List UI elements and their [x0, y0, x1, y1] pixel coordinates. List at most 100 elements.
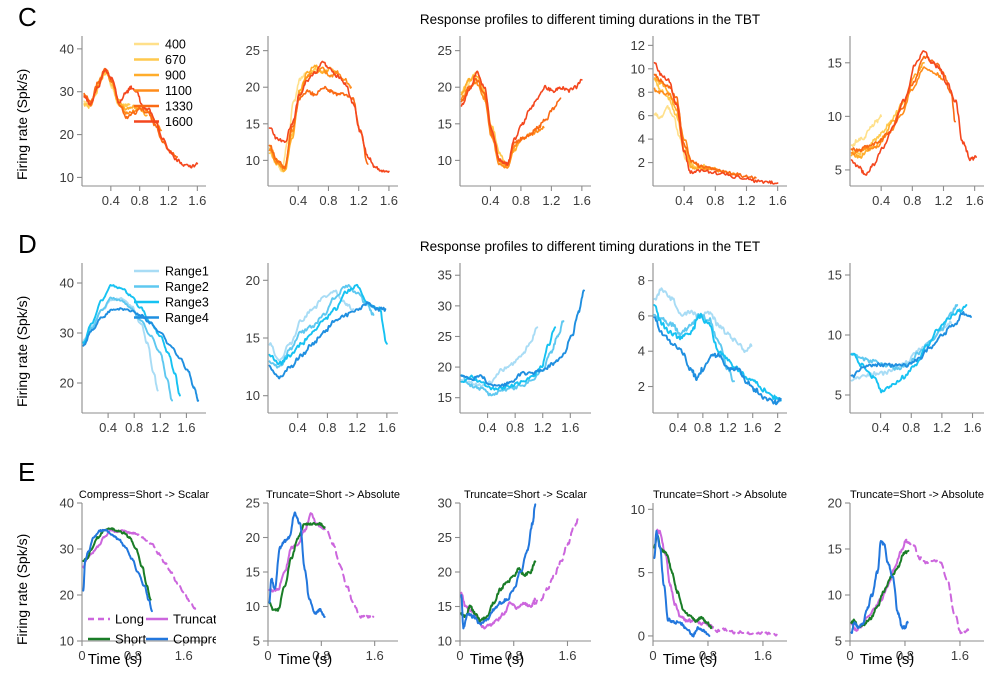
svg-text:30: 30 — [438, 496, 452, 511]
panel-D3[interactable]: 15 20 25 30 35 0.4 0.8 1.2 1.6 — [420, 253, 601, 443]
svg-text:0.8: 0.8 — [512, 193, 530, 208]
svg-text:0: 0 — [649, 648, 656, 663]
series-range4 — [460, 289, 586, 388]
series-900 — [850, 61, 925, 159]
svg-text:20: 20 — [60, 588, 74, 603]
svg-text:25: 25 — [246, 43, 260, 58]
panel-E2[interactable]: 5 10 15 20 25 0 0.8 1.6 Truncate=Short -> Absolu… — [228, 485, 408, 671]
panel-D2[interactable]: 10 15 20 0.4 0.8 1.2 1.6 — [228, 253, 408, 443]
series-1330 — [653, 73, 757, 180]
plot-D5: 5 10 15 0.4 0.8 1.2 1.6 — [828, 263, 984, 435]
svg-text:0.8: 0.8 — [125, 420, 143, 435]
svg-text:15: 15 — [438, 599, 452, 614]
panel-D1[interactable]: 20 30 40 0.4 0.8 1.2 1.6 Range1 Range2 Range3 Rang… — [38, 253, 216, 443]
svg-text:0.8: 0.8 — [903, 193, 921, 208]
svg-text:1.6: 1.6 — [754, 648, 772, 663]
svg-text:15: 15 — [828, 542, 842, 557]
svg-text:0.8: 0.8 — [706, 193, 724, 208]
series-range3 — [850, 304, 968, 394]
plot-C5: 5 10 15 0.4 0.8 1.2 1.6 — [828, 36, 984, 208]
plot-E4: 0 5 10 0 0.8 1.6 Truncate=Short -> Absolute — [631, 489, 788, 663]
panel-D5[interactable]: 5 10 15 0.4 0.8 1.2 1.6 — [810, 253, 994, 443]
series-400 — [850, 114, 882, 148]
series-1100 — [460, 81, 545, 169]
svg-text:10: 10 — [246, 599, 260, 614]
svg-text:5: 5 — [253, 634, 260, 649]
svg-text:15: 15 — [828, 55, 842, 70]
y-axis-label-D: Firing rate (Spk/s) — [14, 295, 30, 407]
svg-text:25: 25 — [246, 496, 260, 511]
panel-C3[interactable]: 10 15 20 25 0.4 0.8 1.2 1.6 — [420, 26, 601, 216]
series-long — [708, 624, 778, 637]
svg-text:0: 0 — [456, 648, 463, 663]
series-long — [319, 525, 375, 619]
svg-text:1.6: 1.6 — [175, 648, 193, 663]
svg-text:30: 30 — [60, 542, 74, 557]
svg-text:0.8: 0.8 — [506, 420, 524, 435]
series-compress — [653, 529, 711, 638]
svg-text:1.6: 1.6 — [366, 648, 384, 663]
series-1330 — [850, 55, 956, 153]
svg-text:40: 40 — [60, 276, 74, 291]
legend-label: Range4 — [165, 311, 209, 325]
svg-text:20: 20 — [60, 127, 74, 142]
svg-text:8: 8 — [638, 85, 645, 100]
legend-label: Short — [115, 632, 146, 647]
svg-text:10: 10 — [60, 634, 74, 649]
series-range1 — [268, 289, 355, 362]
svg-text:1.6: 1.6 — [561, 420, 579, 435]
series-range4 — [850, 310, 972, 379]
legend-label: Long — [115, 612, 144, 627]
plot-C3: 10 15 20 25 0.4 0.8 1.2 1.6 — [438, 36, 591, 208]
legend[interactable]: Long Short Truncate Compress — [88, 612, 216, 647]
svg-text:2: 2 — [774, 420, 781, 435]
figure-row-C: C Response profiles to different timing … — [0, 0, 1003, 227]
svg-text:0.8: 0.8 — [131, 193, 149, 208]
svg-text:1.6: 1.6 — [966, 193, 984, 208]
svg-text:0.4: 0.4 — [99, 420, 117, 435]
svg-text:2: 2 — [638, 379, 645, 394]
figure-row-D: D Response profiles to different timing … — [0, 227, 1003, 455]
svg-text:30: 30 — [438, 298, 452, 313]
svg-text:25: 25 — [438, 329, 452, 344]
svg-text:5: 5 — [638, 565, 645, 580]
svg-text:1.2: 1.2 — [737, 193, 755, 208]
svg-text:0.4: 0.4 — [481, 193, 499, 208]
legend-label: 1330 — [165, 100, 193, 114]
row-label-C: C — [18, 2, 37, 32]
series-truncate — [850, 538, 908, 632]
panel-E4[interactable]: 0 5 10 0 0.8 1.6 Truncate=Short -> Absolute — [613, 485, 797, 671]
panel-E3[interactable]: 10 15 20 25 30 0 0.8 1.6 Truncate=Short -> Scala… — [420, 485, 601, 671]
panel-C1[interactable]: 10 20 30 40 0.4 0.8 1.2 1.6 400 670 900 1100 1330 160… — [38, 26, 216, 216]
svg-text:5: 5 — [835, 634, 842, 649]
svg-text:10: 10 — [631, 502, 645, 517]
series-short — [268, 521, 326, 612]
plot-D4: 2 4 6 8 0.4 0.8 1.2 1.6 2 — [638, 263, 787, 435]
panel-E1[interactable]: 10 20 30 40 0 0.8 1.6 Compress=Short -> Scalar L… — [38, 485, 216, 671]
panel-E5[interactable]: 5 10 15 20 0 0.8 1.6 Truncate=Short -> Absolute — [810, 485, 994, 671]
svg-text:1.2: 1.2 — [933, 420, 951, 435]
panel-D4[interactable]: 2 4 6 8 0.4 0.8 1.2 1.6 2 — [613, 253, 797, 443]
svg-text:20: 20 — [438, 565, 452, 580]
legend-label: Compress — [173, 632, 216, 647]
svg-text:0.8: 0.8 — [505, 648, 523, 663]
panel-C2[interactable]: 10 15 20 25 0.4 0.8 1.2 1.6 — [228, 26, 408, 216]
panel-C5[interactable]: 5 10 15 0.4 0.8 1.2 1.6 — [810, 26, 994, 216]
svg-text:1.2: 1.2 — [159, 193, 177, 208]
legend-label: 400 — [165, 38, 186, 52]
panel-C4[interactable]: 2 4 6 8 10 12 0.4 0.8 1.2 1.6 — [613, 26, 797, 216]
svg-text:5: 5 — [835, 162, 842, 177]
svg-text:0: 0 — [846, 648, 853, 663]
svg-text:15: 15 — [246, 565, 260, 580]
panel-title: Truncate=Short -> Absolute — [266, 489, 400, 501]
y-axis-label-E: Firing rate (Spk/s) — [14, 533, 30, 645]
svg-text:10: 10 — [246, 388, 260, 403]
series-900 — [268, 64, 337, 172]
svg-text:0.8: 0.8 — [312, 648, 330, 663]
svg-text:30: 30 — [60, 84, 74, 99]
plot-D3: 15 20 25 30 35 0.4 0.8 1.2 1.6 — [438, 263, 591, 435]
series-long — [532, 515, 581, 605]
